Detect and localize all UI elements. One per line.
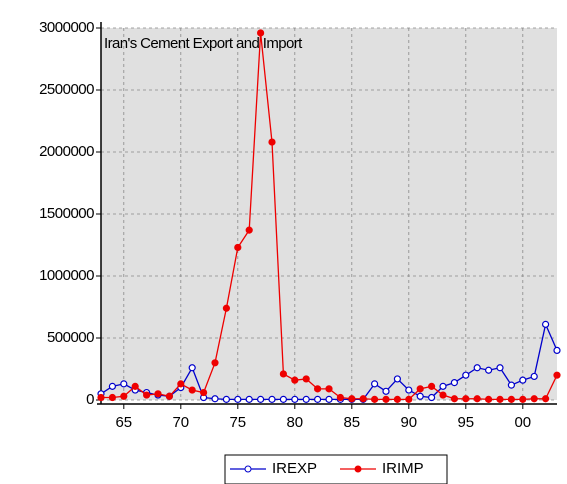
data-point (257, 29, 265, 37)
data-point (405, 386, 413, 394)
y-tick-label: 500000 (47, 329, 94, 346)
data-point (530, 395, 538, 403)
y-tick-label: 1500000 (39, 205, 94, 222)
data-point (200, 388, 208, 397)
data-point (154, 390, 162, 398)
data-point (450, 395, 458, 403)
legend-label: IREXP (272, 460, 317, 477)
data-point (291, 395, 299, 403)
data-point (268, 395, 276, 403)
data-point (314, 385, 322, 393)
y-tick-label: 1000000 (39, 267, 94, 284)
data-point (348, 395, 356, 403)
data-point (428, 393, 436, 402)
data-point (393, 395, 401, 403)
data-point (462, 395, 470, 403)
data-point (371, 395, 379, 403)
data-point (473, 364, 481, 372)
data-point (302, 395, 310, 403)
y-tick-label: 0 (86, 391, 94, 408)
data-point (245, 395, 253, 403)
x-tick-label: 80 (286, 414, 303, 431)
data-point (553, 346, 561, 354)
data-point (507, 395, 515, 403)
data-point (325, 385, 333, 393)
data-point (519, 376, 527, 384)
y-tick-label: 3000000 (39, 19, 94, 36)
data-point (507, 381, 515, 389)
data-point (188, 364, 196, 372)
data-point (553, 371, 561, 379)
data-point (371, 380, 379, 388)
x-tick-label: 75 (229, 414, 246, 431)
legend-label: IRIMP (382, 460, 424, 477)
data-point (257, 395, 265, 403)
data-point (108, 382, 117, 390)
data-point (405, 395, 413, 403)
data-point (302, 375, 310, 383)
data-point (485, 395, 493, 403)
y-tick-label: 2000000 (39, 143, 94, 160)
data-point (120, 392, 128, 400)
x-tick-label: 70 (172, 414, 189, 431)
data-point (222, 395, 230, 403)
data-point (382, 387, 390, 395)
data-point (439, 391, 447, 399)
data-point (279, 370, 287, 378)
data-point (462, 371, 470, 379)
legend-marker (244, 465, 252, 473)
data-point (234, 243, 242, 252)
data-point (211, 395, 219, 403)
data-point (439, 382, 447, 390)
data-point (108, 393, 117, 402)
data-point (450, 379, 458, 387)
data-point (359, 395, 367, 403)
data-point (211, 359, 219, 367)
data-point (325, 395, 333, 403)
data-point (496, 364, 504, 372)
data-point (188, 386, 196, 394)
data-point (416, 385, 424, 393)
data-point (279, 395, 287, 403)
data-point (245, 226, 253, 234)
data-point (291, 376, 299, 384)
data-point (428, 382, 436, 390)
data-point (416, 392, 424, 400)
y-tick-label: 2500000 (39, 81, 94, 98)
data-point (222, 304, 230, 312)
x-tick-label: 90 (400, 414, 417, 431)
data-point (519, 395, 527, 403)
x-tick-label: 00 (514, 414, 531, 431)
data-point (541, 320, 550, 328)
data-point (496, 395, 504, 403)
data-point (530, 372, 538, 381)
data-point (268, 138, 276, 146)
data-point (382, 395, 390, 403)
data-point (165, 392, 173, 400)
data-point (177, 380, 185, 388)
x-tick-label: 65 (115, 414, 132, 431)
data-point (131, 382, 139, 390)
data-point (393, 375, 401, 383)
chart-title: Iran's Cement Export and Import (104, 35, 303, 52)
data-point (541, 395, 550, 403)
data-point (97, 393, 105, 402)
data-point (120, 380, 128, 388)
legend-marker (354, 465, 362, 473)
data-point (336, 393, 344, 402)
data-point (485, 366, 493, 374)
x-tick-label: 85 (343, 414, 360, 431)
data-point (143, 391, 151, 399)
data-point (234, 395, 242, 403)
data-point (473, 395, 481, 403)
data-point (314, 395, 322, 403)
x-tick-label: 95 (457, 414, 474, 431)
